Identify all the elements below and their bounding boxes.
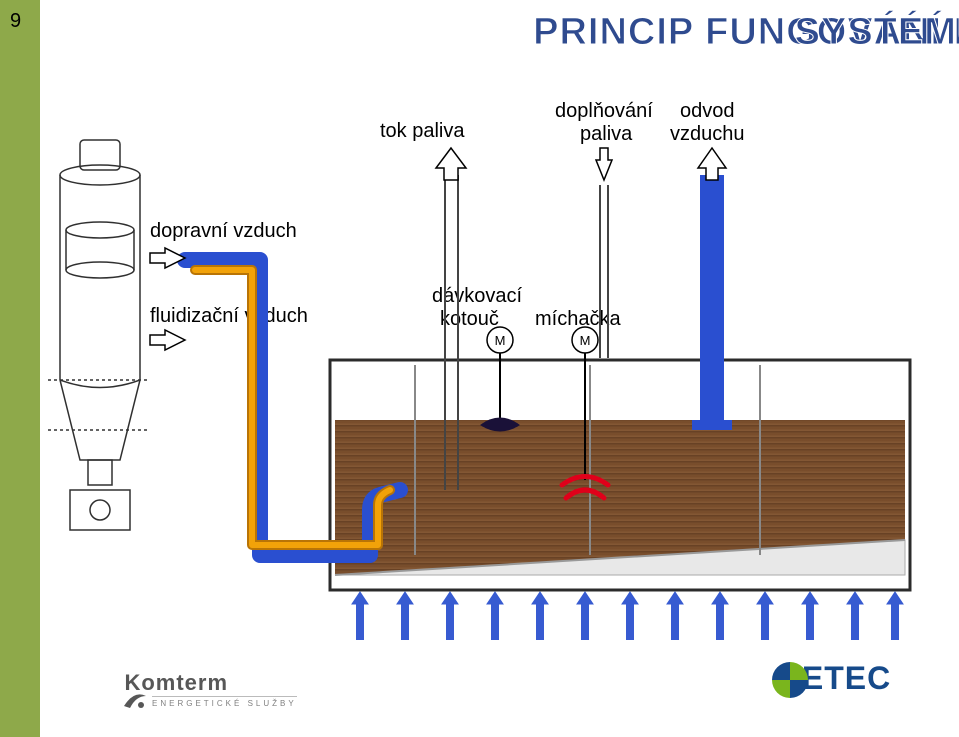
fluidizing-air-arrow — [150, 330, 185, 350]
label-michacka: míchačka — [535, 308, 621, 331]
dosing-system-diagram: M M — [0, 0, 959, 737]
getec-logo: GETEC — [770, 660, 891, 697]
label-doplnovani-1: doplňování — [555, 100, 653, 123]
label-fluidizacni-vzduch: fluidizační vzduch — [150, 305, 308, 328]
komterm-logo: Komterm ENERGETICKÉ SLUŽBY — [120, 670, 297, 708]
air-outlet-riser — [692, 175, 732, 430]
dosing-wheel-motor: M — [480, 327, 520, 432]
fluidizing-air-arrows — [352, 592, 903, 640]
label-davkovaci-1: dávkovací — [432, 285, 522, 308]
transport-air-arrow — [150, 248, 185, 268]
label-davkovaci-2: kotouč — [440, 308, 499, 331]
svg-text:SYSTÉMU: SYSTÉMU — [795, 9, 959, 53]
fuel-refill-pipe — [600, 185, 608, 358]
sidebar-rect — [0, 0, 40, 737]
label-odvod-1: odvod — [680, 100, 735, 123]
air-outlet-arrow — [698, 148, 726, 180]
svg-text:M: M — [580, 333, 591, 348]
fuel-flow-pipe — [445, 175, 458, 490]
silo-icon — [48, 140, 150, 530]
fuel-flow-arrow — [436, 148, 466, 180]
fluid-bed-tank — [330, 360, 910, 590]
svg-text:M: M — [495, 333, 506, 348]
fuel-refill-arrow — [596, 148, 612, 180]
mixer-motor: M — [562, 327, 608, 498]
label-tok-paliva: tok paliva — [380, 120, 465, 143]
page-number: 9 — [10, 10, 21, 33]
label-odvod-2: vzduchu — [670, 123, 745, 146]
label-doplnovani-2: paliva — [580, 123, 632, 146]
label-dopravni-vzduch: dopravní vzduch — [150, 220, 297, 243]
komterm-tagline: ENERGETICKÉ SLUŽBY — [152, 696, 297, 708]
